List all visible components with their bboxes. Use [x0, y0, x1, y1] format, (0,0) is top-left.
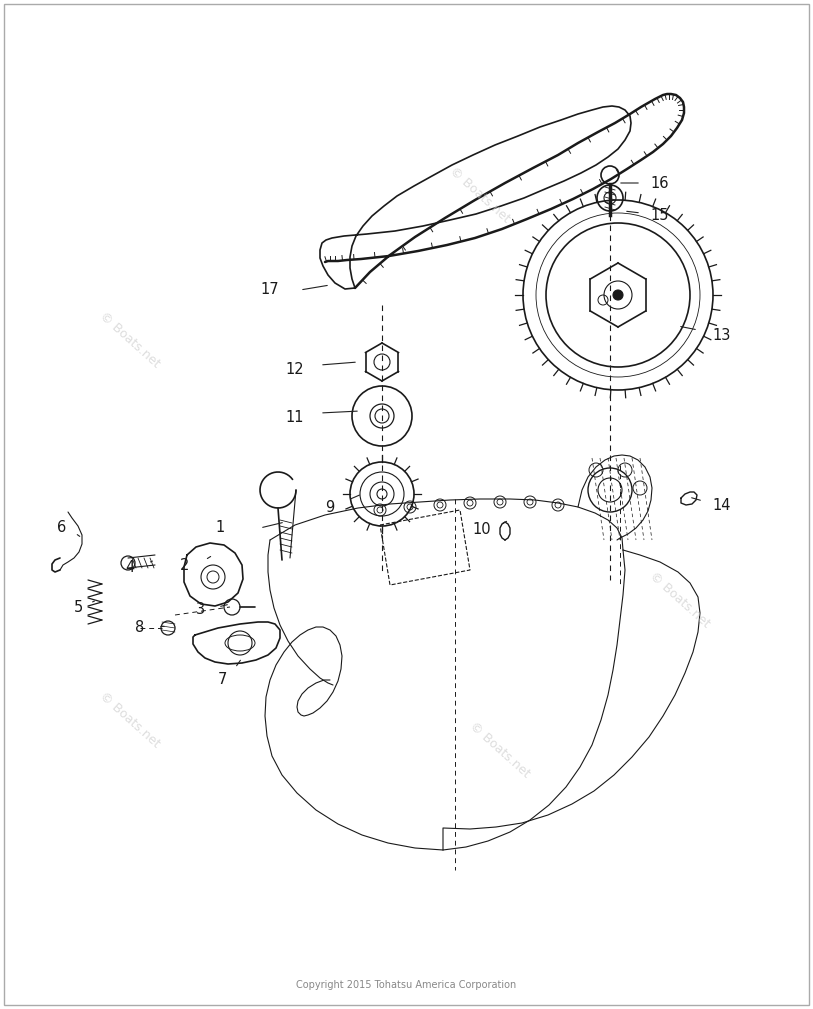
Text: Copyright 2015 Tohatsu America Corporation: Copyright 2015 Tohatsu America Corporati… [297, 980, 516, 990]
Text: © Boats.net: © Boats.net [647, 570, 713, 631]
Text: 15: 15 [650, 209, 669, 224]
Text: 14: 14 [713, 498, 731, 514]
Text: 8: 8 [136, 621, 145, 636]
Circle shape [613, 290, 623, 300]
Text: 5: 5 [73, 599, 83, 614]
Text: 16: 16 [650, 176, 669, 191]
Text: 4: 4 [125, 560, 135, 574]
Text: © Boats.net: © Boats.net [447, 164, 513, 225]
Text: 12: 12 [285, 362, 304, 377]
Text: 13: 13 [713, 328, 731, 342]
Text: 9: 9 [325, 500, 335, 516]
Text: © Boats.net: © Boats.net [98, 689, 163, 751]
Text: © Boats.net: © Boats.net [467, 719, 533, 780]
Text: 7: 7 [217, 673, 227, 687]
Text: © Boats.net: © Boats.net [98, 310, 163, 370]
Text: 3: 3 [195, 602, 205, 618]
Text: 11: 11 [285, 411, 304, 426]
Text: 10: 10 [472, 523, 491, 538]
Text: 2: 2 [180, 558, 189, 572]
Text: 6: 6 [58, 520, 67, 535]
Text: 1: 1 [215, 521, 224, 536]
Text: 17: 17 [261, 283, 280, 298]
